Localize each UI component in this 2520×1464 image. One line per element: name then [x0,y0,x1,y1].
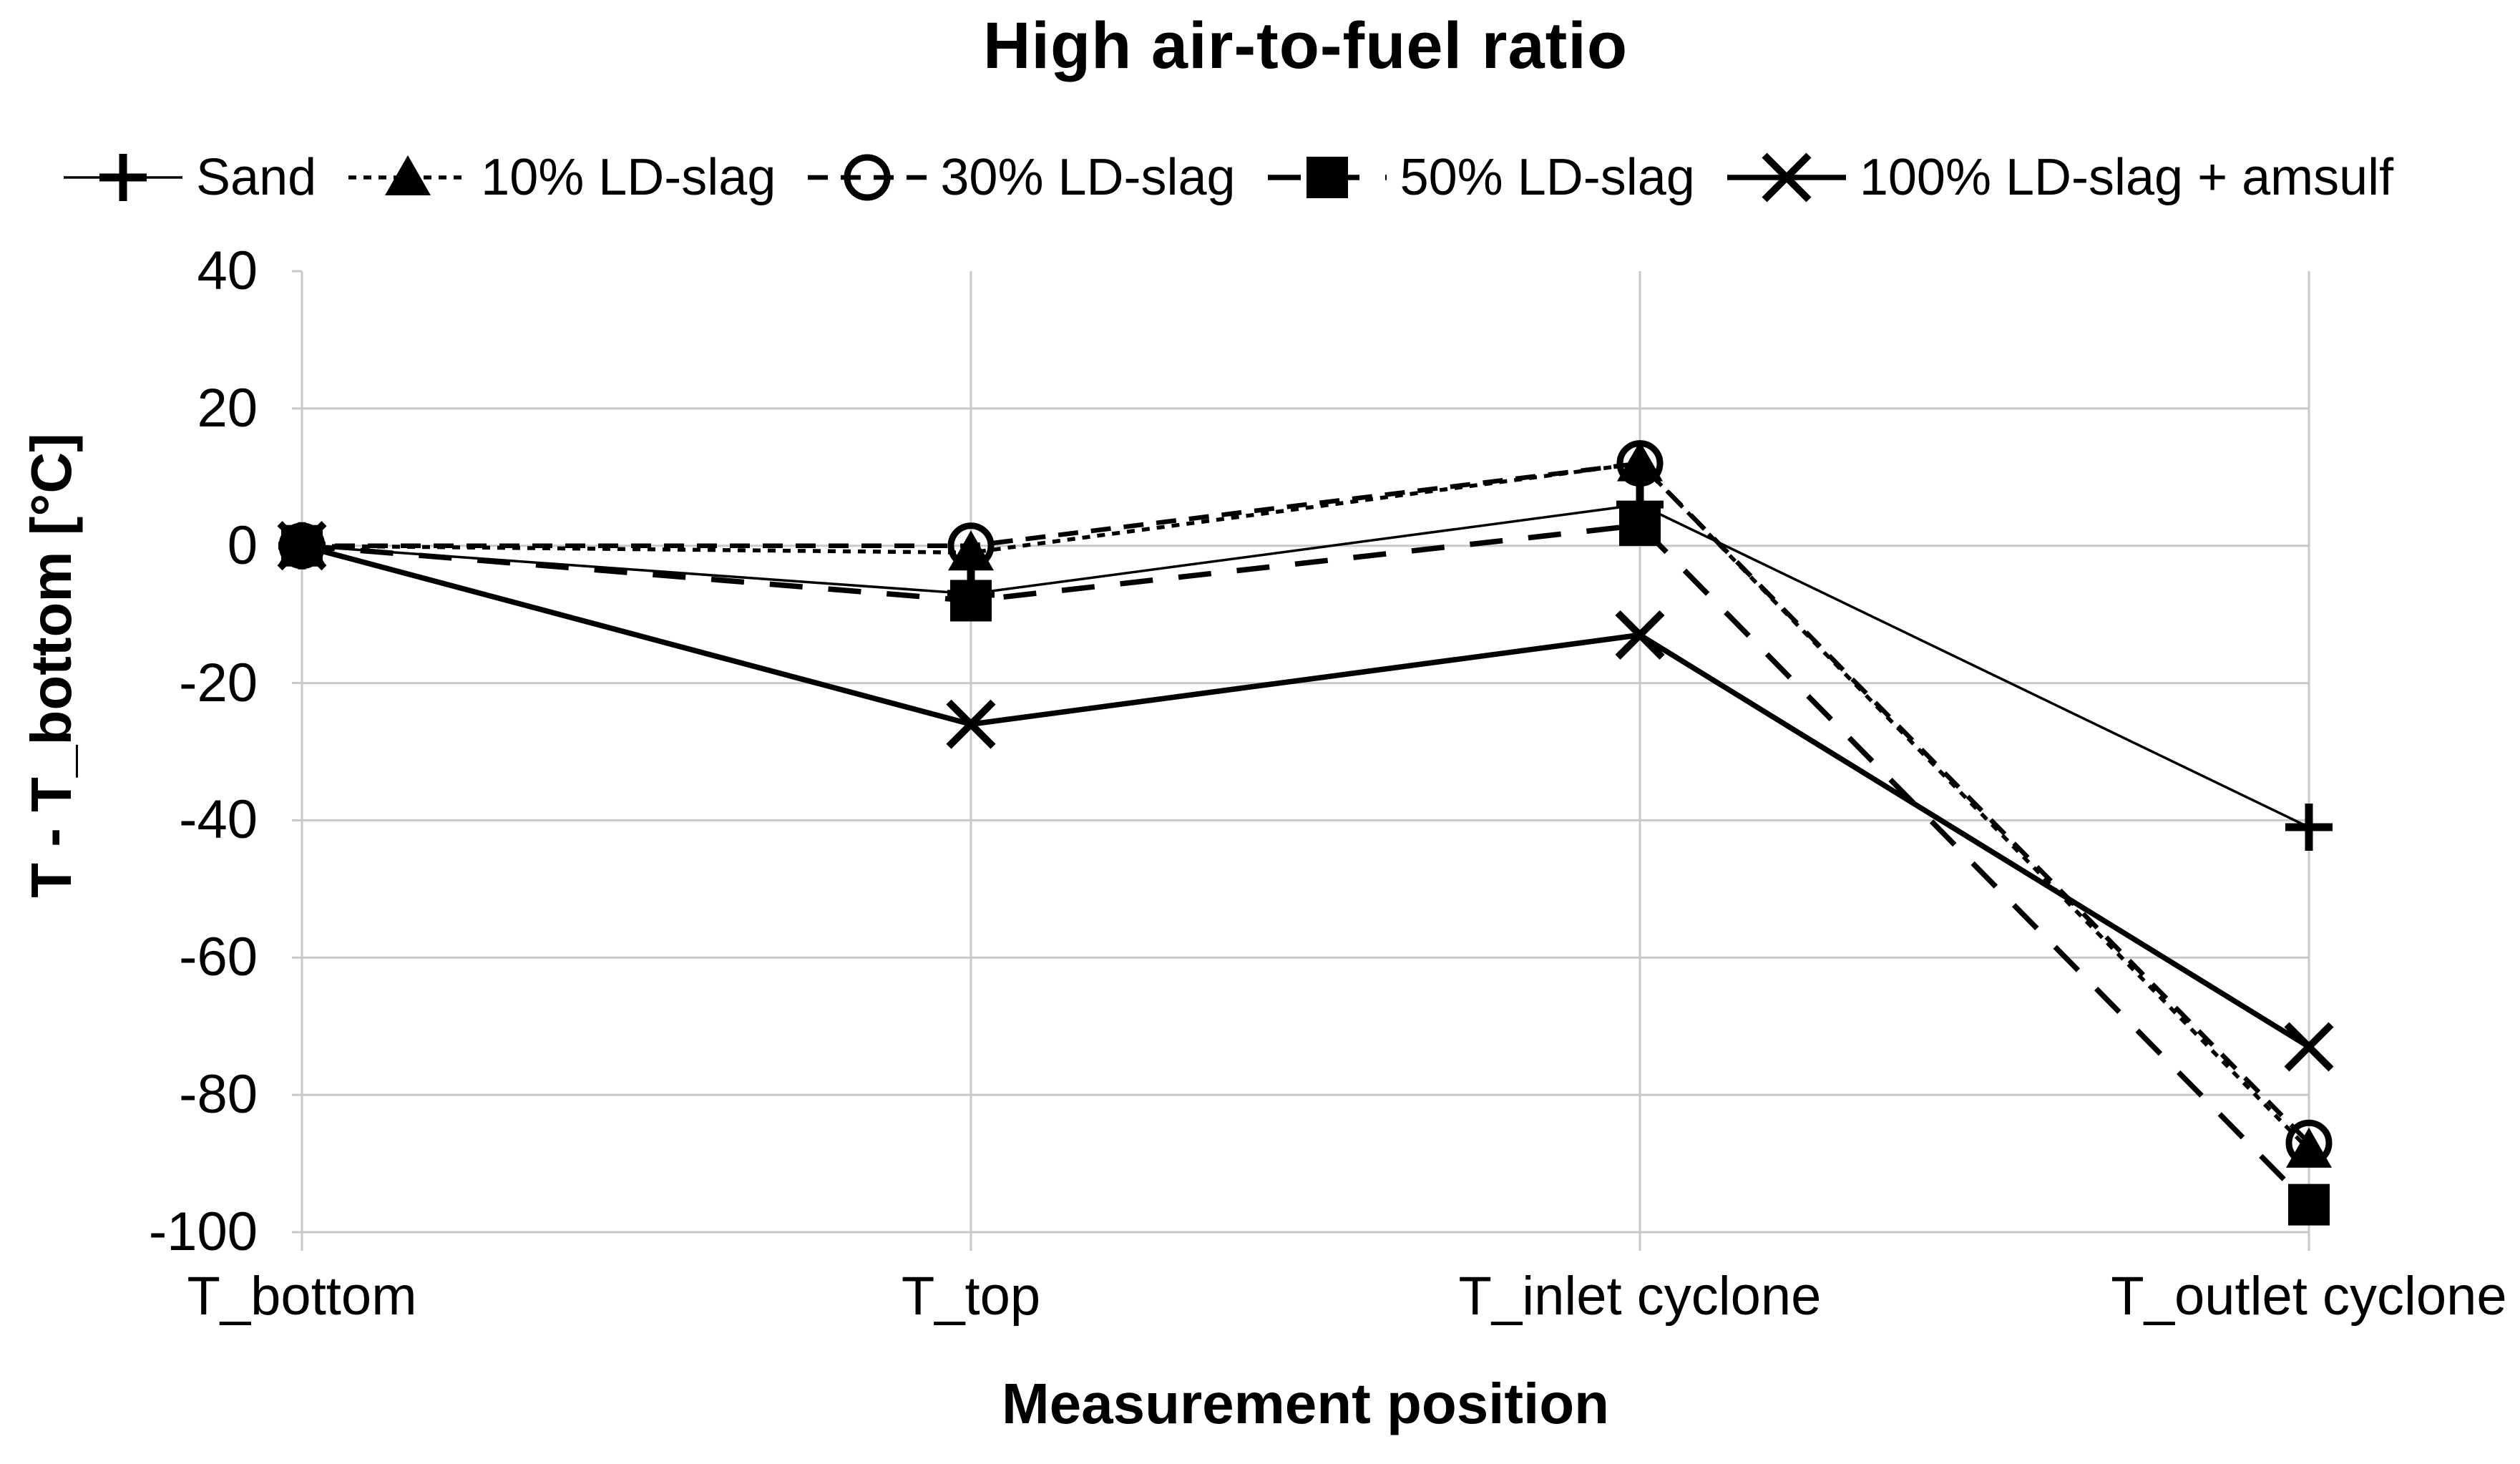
legend-swatch [1267,157,1387,198]
series-line [301,522,2311,1207]
series-line [301,543,2310,1050]
circle-marker [2285,1119,2333,1166]
plus-marker [2285,804,2333,851]
y-tick-label: 40 [197,240,258,301]
y-axis-title: T - T_bottom [°C] [19,433,83,898]
series-line [302,461,2311,1145]
legend-label: 50% LD-slag [1400,149,1695,206]
legend-item: 30% LD-slag [806,143,1236,212]
square-marker [950,580,992,622]
circle-marker [844,154,891,201]
y-tick-label: -60 [179,927,258,988]
legend: Sand 10% LD-slag 30% LD-slag 50% LD-slag 100… [62,142,2393,213]
triangle-marker [1617,441,1663,482]
legend-swatch [348,155,468,195]
legend-swatch [64,154,182,201]
triangle-marker [385,155,431,195]
y-tick-label: -80 [179,1064,258,1126]
x-tick-label: T_top [901,1266,1041,1327]
circle-marker [947,522,995,570]
square-marker [1306,157,1348,198]
legend-label: 10% LD-slag [481,149,776,206]
y-tick-label: -100 [148,1201,258,1262]
series-line [301,503,2310,829]
series-line [301,461,2310,1151]
legend-label: 30% LD-slag [940,149,1236,206]
legend-item: 100% LD-slag + amsulf [1725,143,2393,212]
y-tick-label: -40 [179,789,258,851]
x-tick-label: T_bottom [187,1266,417,1327]
legend-swatch [808,154,927,201]
x-tick-label: T_inlet cyclone [1458,1266,1822,1327]
y-tick-label: 20 [197,377,258,439]
x-marker [1762,152,1812,202]
circle-marker [1616,440,1664,487]
legend-item: 10% LD-slag [346,143,776,212]
x-marker [946,699,996,749]
legend-label: 100% LD-slag + amsulf [1859,149,2394,206]
plus-marker [99,154,147,201]
x-marker [2284,1022,2334,1072]
y-tick-label: 0 [227,514,258,576]
x-tick-label: T_outlet cyclone [2111,1266,2507,1327]
y-tick-label: -20 [179,652,258,713]
x-marker [277,521,327,571]
chart-title: High air-to-fuel ratio [982,9,1628,82]
legend-item: Sand [62,143,316,212]
legend-swatch [1727,152,1846,202]
legend-label: Sand [196,149,317,206]
x-axis-title: Measurement position [1001,1372,1610,1435]
legend-item: 50% LD-slag [1266,143,1695,212]
square-marker [2288,1184,2330,1226]
x-marker [1615,610,1665,660]
square-marker [1619,504,1661,546]
